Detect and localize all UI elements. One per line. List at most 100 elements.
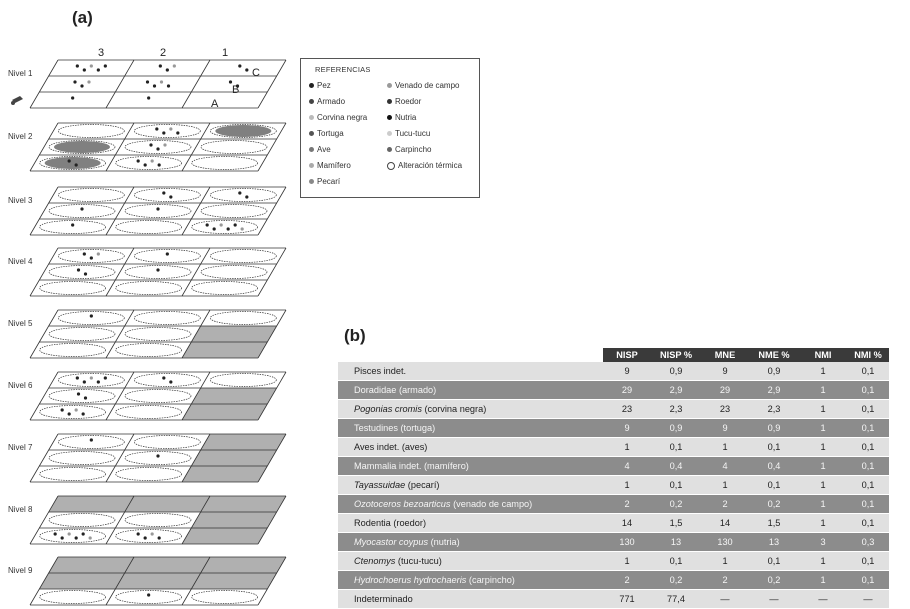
taxon-cell: Pisces indet. (338, 362, 603, 381)
value-cell: 0,1 (847, 456, 889, 476)
value-cell: 0,1 (651, 551, 701, 571)
level-9-grid (29, 556, 287, 606)
taxon-cell: Ozotoceros bezoarticus (venado de campo) (338, 494, 603, 514)
value-cell: 0,2 (749, 494, 799, 514)
legend-marker-icon (387, 115, 392, 120)
value-cell: 0,1 (847, 551, 889, 571)
specimen-dot (155, 127, 159, 131)
specimen-dot (136, 532, 140, 536)
grid-line (29, 495, 59, 545)
table-row: Doradidae (armado) 29 2,9 29 2,9 1 0,1 (338, 380, 889, 400)
specimen-dot (83, 272, 88, 276)
grid-line (105, 247, 135, 297)
table-row: Testudines (tortuga) 9 0,9 9 0,9 1 0,1 (338, 418, 889, 438)
legend-item: Pez (309, 81, 331, 90)
value-cell: 1 (701, 551, 749, 571)
specimen-dot (81, 532, 85, 536)
value-cell: 1 (603, 437, 651, 457)
specimen-dot (238, 191, 242, 195)
specimen-dot (76, 392, 81, 396)
grid-line (105, 495, 135, 545)
specimen-dot (75, 376, 79, 380)
specimen-dot (71, 96, 75, 100)
specimen-dot (89, 64, 93, 68)
value-cell: 0,3 (847, 532, 889, 552)
level-label: Nivel 2 (8, 132, 33, 141)
grid-line (105, 122, 135, 172)
grid-line (181, 371, 211, 421)
feature-ellipse (191, 281, 259, 295)
value-cell: 2,3 (651, 399, 701, 419)
header-nme-pct: NME % (749, 348, 799, 362)
grid-line (257, 59, 287, 109)
value-cell: 1,5 (651, 513, 701, 533)
specimen-dot (147, 96, 151, 100)
excavated-cell (200, 434, 286, 450)
specimen-dot (169, 195, 173, 199)
row-label-b: B (232, 84, 239, 96)
excavated-cell (191, 326, 277, 342)
legend-label: Tucu-tucu (395, 129, 431, 138)
value-cell: 2,3 (749, 399, 799, 419)
specimen-dot (157, 163, 161, 167)
specimen-dot (238, 64, 242, 68)
value-cell: 0,1 (847, 362, 889, 381)
header-nmi: NMI (799, 348, 847, 362)
value-cell: 2 (603, 570, 651, 590)
value-cell: 2,9 (749, 380, 799, 400)
value-cell: 0,9 (749, 418, 799, 438)
feature-ellipse (133, 373, 201, 387)
excavated-cell (191, 512, 277, 528)
level-6-grid (29, 371, 287, 421)
specimen-dot (67, 412, 71, 416)
excavated-cell (182, 466, 268, 482)
specimen-dot (89, 438, 93, 442)
legend-item: Nutria (387, 113, 416, 122)
level-label: Nivel 6 (8, 381, 33, 390)
grid-line (257, 371, 287, 421)
value-cell: 0,1 (847, 494, 889, 514)
specimen-dot (163, 143, 167, 147)
legend-marker-icon (387, 83, 392, 88)
specimen-dot (83, 396, 88, 400)
table-row: Ozotoceros bezoarticus (venado de campo)… (338, 494, 889, 514)
legend-marker-icon (387, 131, 392, 136)
excavated-cell (182, 342, 268, 358)
specimen-dot (150, 532, 154, 536)
legend-label: Venado de campo (395, 81, 460, 90)
specimen-dot (169, 127, 173, 131)
feature-ellipse (200, 265, 268, 279)
value-cell: 1 (799, 475, 847, 495)
feature-ellipse (209, 373, 277, 387)
taxon-header-blank (338, 348, 603, 362)
excavated-cell (191, 573, 277, 589)
grid-line (257, 433, 287, 483)
specimen-dot (87, 80, 91, 84)
value-cell: 1 (799, 551, 847, 571)
specimen-dot (75, 64, 79, 68)
feature-ellipse (48, 204, 116, 218)
value-cell: 771 (603, 589, 651, 609)
specimen-dot (150, 159, 154, 163)
legend-item: Mamífero (309, 161, 351, 170)
legend-label: Ave (317, 145, 331, 154)
grid-line (257, 495, 287, 545)
header-nisp: NISP (603, 348, 651, 362)
grid-line (257, 186, 287, 236)
value-cell: 1 (799, 513, 847, 533)
specimen-dot (165, 252, 169, 256)
excavated-cell (115, 573, 201, 589)
level-5-grid (29, 309, 287, 359)
grid-line (181, 186, 211, 236)
legend-label: Pez (317, 81, 331, 90)
legend-label: Armado (317, 97, 346, 106)
specimen-dot (76, 268, 81, 272)
value-cell: 0,1 (847, 418, 889, 438)
specimen-dot (145, 80, 150, 84)
value-cell: 0,4 (749, 456, 799, 476)
value-cell: 1 (603, 475, 651, 495)
feature-ellipse (39, 156, 107, 170)
value-cell: 0,1 (847, 475, 889, 495)
feature-ellipse (39, 529, 107, 543)
grid-line (257, 122, 287, 172)
